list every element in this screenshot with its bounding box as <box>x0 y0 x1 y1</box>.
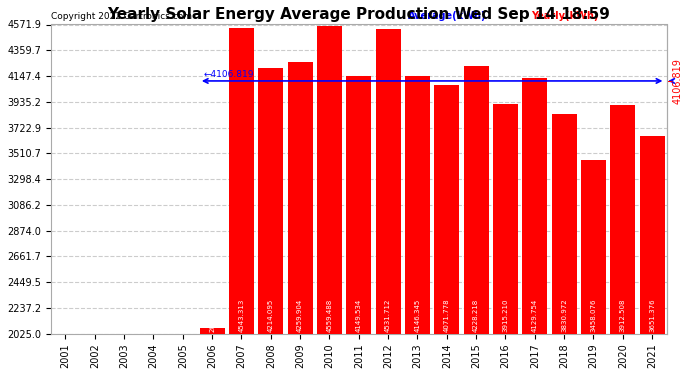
Text: 0.000: 0.000 <box>92 312 98 332</box>
Bar <box>288 62 313 334</box>
Text: 2074.676: 2074.676 <box>209 298 215 332</box>
Bar <box>611 105 635 334</box>
Text: Average(kWh): Average(kWh) <box>408 11 486 21</box>
Text: 3458.076: 3458.076 <box>591 298 596 332</box>
Text: 4228.218: 4228.218 <box>473 298 479 332</box>
Text: 4531.712: 4531.712 <box>385 298 391 332</box>
Bar <box>375 29 401 334</box>
Bar <box>581 160 606 334</box>
Text: ←4106.819: ←4106.819 <box>204 70 254 79</box>
Text: 0.000: 0.000 <box>121 312 127 332</box>
Bar <box>346 76 371 334</box>
Text: 4071.778: 4071.778 <box>444 298 450 332</box>
Text: 4129.754: 4129.754 <box>532 298 538 332</box>
Text: 3912.508: 3912.508 <box>620 298 626 332</box>
Bar <box>317 26 342 334</box>
Text: 3651.376: 3651.376 <box>649 298 655 332</box>
Text: Copyright 2022 Cartronics.com: Copyright 2022 Cartronics.com <box>51 12 192 21</box>
Text: 4146.345: 4146.345 <box>415 298 420 332</box>
Bar <box>199 327 225 334</box>
Text: 3915.210: 3915.210 <box>502 298 509 332</box>
Text: 4559.488: 4559.488 <box>326 298 333 332</box>
Bar <box>493 104 518 334</box>
Text: Yearly(kWh): Yearly(kWh) <box>531 11 599 21</box>
Bar <box>229 28 254 334</box>
Text: 0.000: 0.000 <box>180 312 186 332</box>
Text: 4214.095: 4214.095 <box>268 298 274 332</box>
Bar <box>640 136 664 334</box>
Bar <box>405 76 430 334</box>
Text: 0.000: 0.000 <box>63 312 68 332</box>
Bar <box>258 68 284 334</box>
Text: 0.000: 0.000 <box>150 312 157 332</box>
Title: Yearly Solar Energy Average Production Wed Sep 14 18:59: Yearly Solar Energy Average Production W… <box>108 7 610 22</box>
Bar <box>522 78 547 334</box>
Text: 4149.534: 4149.534 <box>356 298 362 332</box>
Bar <box>552 114 577 334</box>
Bar <box>434 85 460 334</box>
Bar <box>464 66 489 334</box>
Text: 3830.972: 3830.972 <box>561 298 567 332</box>
Text: 4543.313: 4543.313 <box>239 298 244 332</box>
Text: 4259.904: 4259.904 <box>297 298 303 332</box>
